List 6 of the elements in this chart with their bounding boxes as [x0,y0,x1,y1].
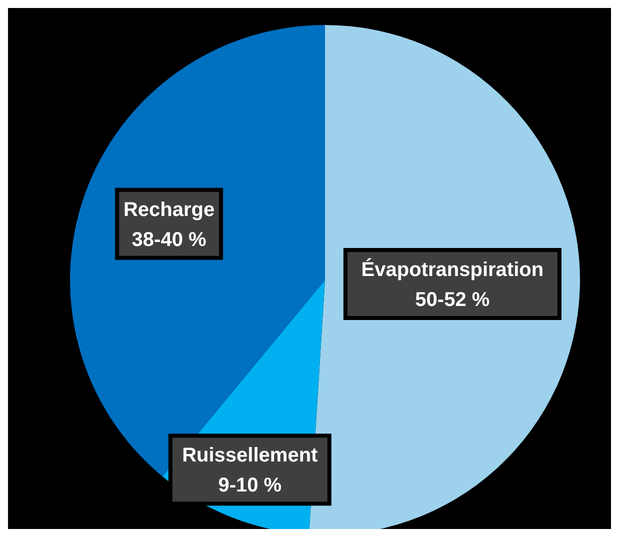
slice-label: Évapotranspiration [361,258,544,282]
slice-label: Ruissellement [182,444,318,467]
text: 50-52 % [415,289,490,312]
text: 9-10 % [218,474,282,497]
slice-label: Recharge [123,198,215,221]
text: 38-40 % [132,228,207,251]
